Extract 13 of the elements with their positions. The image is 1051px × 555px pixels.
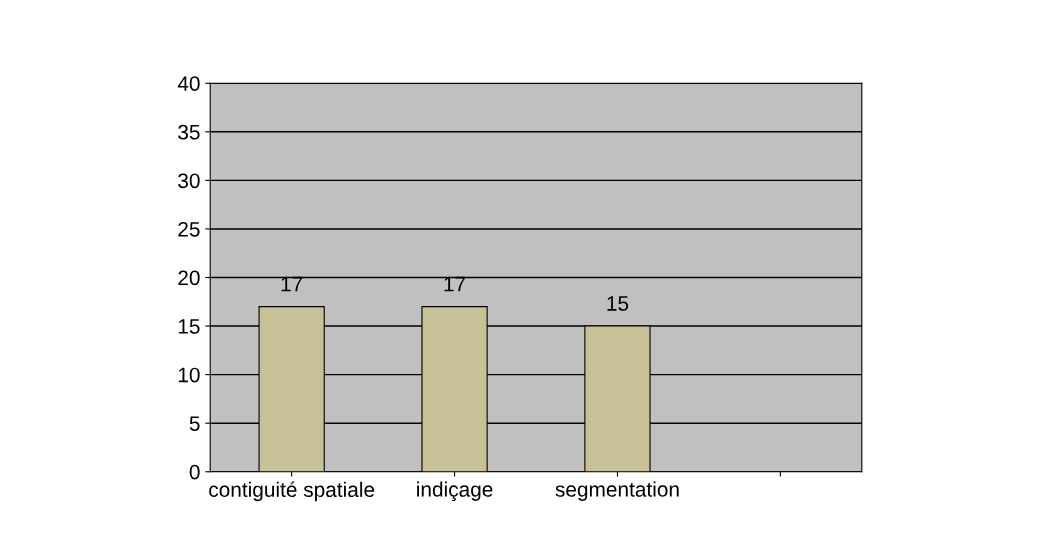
y-tick-label: 35	[178, 124, 200, 140]
y-tick-label: 25	[178, 221, 200, 237]
y-tick-label: 15	[178, 319, 200, 334]
y-tick-label: 30	[178, 173, 200, 189]
x-tick-label: contiguité spatiale	[209, 481, 375, 502]
y-tick-label: 10	[178, 367, 200, 383]
y-tick-label: 40	[177, 76, 200, 91]
y-tick-label: 0	[189, 464, 200, 480]
y-tick-label: 5	[189, 416, 200, 431]
x-tick-label: indiçage	[417, 481, 493, 501]
x-tick-label: segmentation	[555, 481, 679, 501]
y-tick-label: 20	[178, 270, 200, 286]
data-label: 15	[607, 296, 629, 311]
